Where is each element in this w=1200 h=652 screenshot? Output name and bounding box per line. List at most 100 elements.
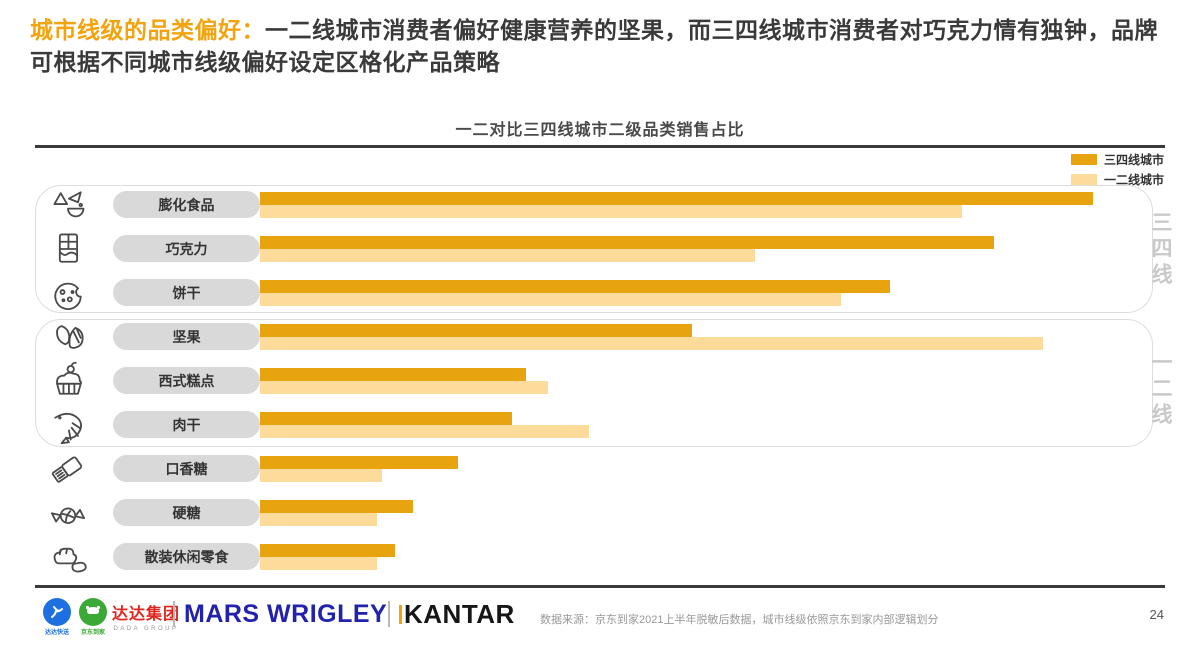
category-label: 散装休闲零食: [144, 548, 229, 565]
bar-tier12: [260, 337, 1043, 350]
bar-chart: 三四线 一二线 膨化食品: [35, 183, 1172, 585]
footer-divider: [173, 601, 175, 627]
bar-tier12: [260, 425, 589, 438]
bar-tier34: [260, 324, 692, 337]
page-number: 24: [1149, 607, 1164, 622]
legend: 三四线城市 一二线城市: [1070, 151, 1164, 188]
bar-tier34: [260, 544, 395, 557]
slide-title: 城市线级的品类偏好：一二线城市消费者偏好健康营养的坚果，而三四线城市消费者对巧克…: [30, 14, 1180, 78]
category-label: 饼干: [172, 284, 201, 301]
row-chocolate: 巧克力: [35, 227, 1165, 271]
row-jerky: 肉干: [35, 403, 1165, 447]
group-box-tier34: [35, 185, 1153, 313]
bar-pair: [260, 456, 458, 482]
footer: 达达快送 京东到家 达达集团 DADA GROUP MARS WRIGLEY K…: [0, 592, 1200, 652]
bar-tier34: [260, 500, 413, 513]
dada-delivery-label: 达达快送: [44, 630, 69, 636]
category-pill: 膨化食品: [113, 191, 260, 218]
legend-item-tier12: 一二线城市: [1070, 171, 1164, 188]
bar-tier12: [260, 249, 755, 262]
slide-title-accent: 城市线级的品类偏好：: [30, 17, 265, 43]
category-pill: 肉干: [113, 411, 260, 438]
dada-delivery-logo: 达达快送: [40, 598, 74, 636]
bar-pair: [260, 192, 1093, 218]
bar-pair: [260, 324, 1043, 350]
dada-group-cn: 达达集团: [112, 606, 181, 623]
bar-tier34: [260, 280, 890, 293]
legend-label-tier34: 三四线城市: [1103, 153, 1164, 167]
jd-daojia-icon: [79, 598, 107, 626]
footer-divider: [388, 601, 390, 627]
data-source-note: 数据来源：京东到家2021上半年脱敏后数据，城市线级依照京东到家内部逻辑划分: [540, 614, 939, 626]
category-label: 巧克力: [165, 240, 208, 257]
category-label: 膨化食品: [158, 196, 215, 213]
bar-tier12: [260, 469, 382, 482]
bar-tier12: [260, 513, 377, 526]
kantar-logo: KANTAR: [399, 599, 515, 630]
row-gum: 口香糖: [35, 447, 1165, 491]
slide-title-text: 一二线城市消费者偏好健康营养的坚果，而三四线城市消费者对巧克力情有独钟，品牌可根…: [30, 17, 1158, 75]
row-nuts: 坚果: [35, 315, 1165, 359]
bar-pair: [260, 368, 548, 394]
kantar-text: KANTAR: [404, 599, 515, 629]
dada-group-logo: 达达集团 DADA GROUP: [112, 600, 180, 632]
jd-daojia-logo: 京东到家: [76, 598, 110, 636]
bar-pair: [260, 280, 890, 306]
bar-tier34: [260, 456, 458, 469]
bar-tier12: [260, 381, 548, 394]
nuts-icon: [47, 316, 89, 358]
dada-delivery-icon: [43, 598, 71, 626]
chocolate-icon: [47, 228, 89, 270]
legend-item-tier34: 三四线城市: [1070, 151, 1164, 168]
category-label: 硬糖: [172, 504, 201, 521]
puffed-food-icon: [47, 184, 89, 226]
category-label: 西式糕点: [158, 372, 215, 389]
row-western-pastry: 西式糕点: [35, 359, 1165, 403]
jerky-icon: [47, 404, 89, 446]
jd-daojia-label: 京东到家: [80, 630, 105, 636]
bar-pair: [260, 544, 395, 570]
bar-tier12: [260, 205, 962, 218]
row-biscuit: 饼干: [35, 271, 1165, 315]
dada-group-en: DADA GROUP: [113, 626, 179, 632]
category-pill: 坚果: [113, 323, 260, 350]
bar-pair: [260, 500, 413, 526]
bottom-rule: [35, 585, 1165, 588]
row-hard-candy: 硬糖: [35, 491, 1165, 535]
category-pill: 巧克力: [113, 235, 260, 262]
top-rule: [35, 145, 1165, 148]
group-label-tier34: 三四线: [1149, 211, 1172, 289]
bulk-snacks-icon: [47, 536, 89, 578]
category-pill: 口香糖: [113, 455, 260, 482]
bar-tier34: [260, 368, 526, 381]
category-pill: 西式糕点: [113, 367, 260, 394]
category-pill: 硬糖: [113, 499, 260, 526]
bar-tier12: [260, 293, 841, 306]
legend-label-tier12: 一二线城市: [1103, 173, 1164, 187]
category-label: 口香糖: [165, 460, 208, 477]
bar-tier34: [260, 236, 994, 249]
legend-swatch-tier12: [1070, 174, 1097, 185]
bar-tier34: [260, 192, 1093, 205]
cupcake-icon: [47, 360, 89, 402]
bar-pair: [260, 236, 994, 262]
mars-wrigley-logo: MARS WRIGLEY: [184, 600, 388, 628]
row-bulk-snacks: 散装休闲零食: [35, 535, 1165, 579]
cookie-icon: [47, 272, 89, 314]
kantar-gold-bar: [399, 605, 402, 624]
category-label: 坚果: [172, 328, 201, 345]
category-label: 肉干: [172, 416, 201, 433]
category-pill: 散装休闲零食: [113, 543, 260, 570]
bar-tier12: [260, 557, 377, 570]
category-pill: 饼干: [113, 279, 260, 306]
candy-icon: [47, 492, 89, 534]
group-box-tier12: [35, 319, 1153, 447]
row-puffed-food: 膨化食品: [35, 183, 1165, 227]
group-label-tier12: 一二线: [1149, 351, 1172, 429]
bar-tier34: [260, 412, 512, 425]
legend-swatch-tier34: [1070, 154, 1097, 165]
gum-icon: [47, 448, 89, 490]
bar-pair: [260, 412, 589, 438]
chart-title: 一二对比三四线城市二级品类销售占比: [455, 122, 745, 139]
